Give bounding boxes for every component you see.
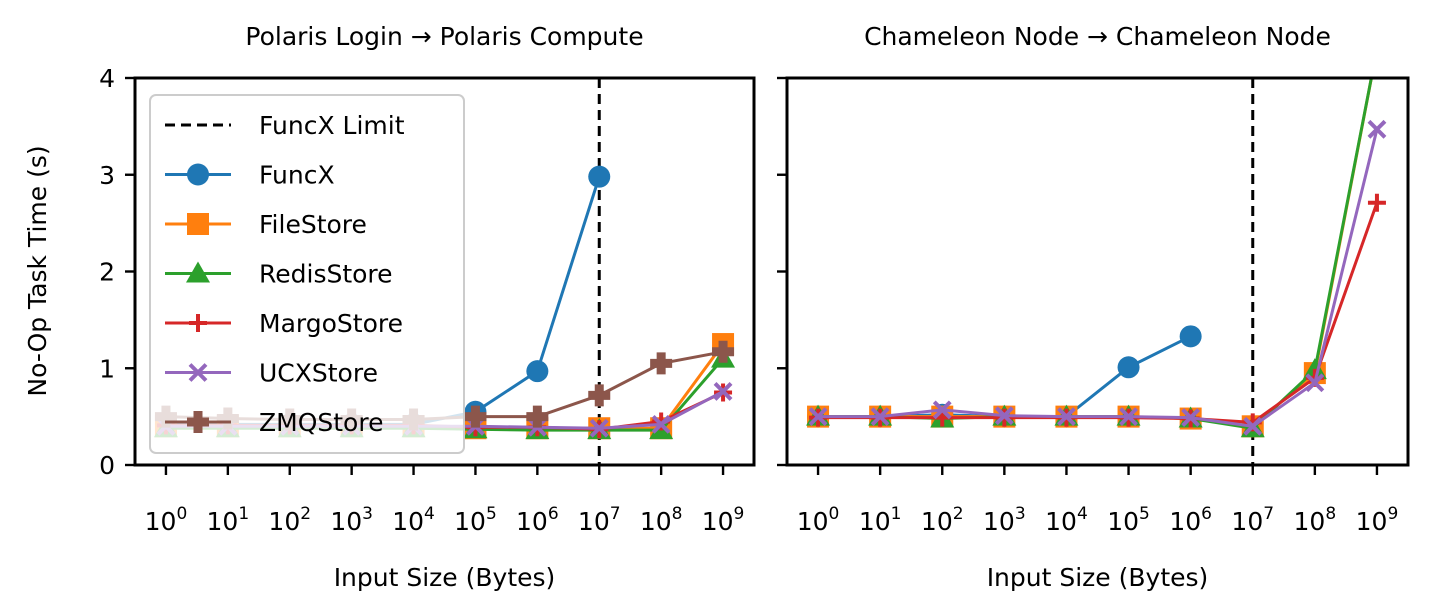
x-tick-label: 102 (921, 504, 964, 536)
x-tick-label: 105 (454, 504, 497, 536)
data-point (526, 405, 549, 428)
legend-marker (188, 363, 208, 382)
x-tick-label: 102 (268, 504, 311, 536)
data-point (1119, 407, 1138, 427)
legend-marker (187, 411, 209, 433)
data-point (1305, 373, 1325, 393)
data-point (1243, 416, 1263, 436)
legend: FuncX Limit FuncX FileStore RedisStore Margo… (149, 94, 465, 454)
data-point (1057, 407, 1076, 427)
data-point (1117, 356, 1140, 379)
series-group (806, 37, 1389, 438)
data-point (870, 407, 890, 427)
y-tick-label: 4 (99, 64, 115, 93)
x-tick-label: 100 (145, 504, 188, 536)
x-tick-label: 107 (1231, 504, 1274, 536)
legend-marker (187, 163, 209, 186)
y-axis-label: No-Op Task Time (s) (23, 145, 52, 396)
x-tick-label: 100 (797, 504, 840, 536)
legend-label: UCXStore (259, 359, 378, 388)
data-point (712, 340, 735, 363)
legend-label: FileStore (259, 210, 367, 239)
y-tick-label: 3 (99, 161, 115, 190)
legend-label: FuncX (259, 161, 335, 190)
data-point (1365, 37, 1389, 58)
x-tick-label: 101 (207, 504, 250, 536)
data-point (1181, 408, 1201, 428)
legend-marker (187, 213, 209, 235)
data-point (1367, 193, 1386, 212)
y-tick-label: 1 (99, 354, 115, 383)
data-point (994, 406, 1014, 426)
data-point (651, 414, 671, 434)
data-point (808, 407, 828, 427)
x-tick-label: 109 (1356, 504, 1399, 536)
data-point (464, 405, 487, 428)
x-tick-label: 103 (983, 504, 1026, 536)
x-tick-label: 107 (578, 504, 621, 536)
series-line (818, 128, 1379, 428)
data-point (588, 384, 611, 407)
x-axis-label: Input Size (Bytes) (987, 563, 1209, 592)
x-tick-label: 106 (1169, 504, 1212, 536)
x-tick-label: 104 (392, 504, 435, 536)
y-tick-label: 2 (99, 258, 115, 287)
panel-title: Polaris Login → Polaris Compute (245, 22, 643, 51)
y-tick-label: 0 (99, 451, 115, 480)
legend-box (149, 94, 465, 454)
data-point (713, 382, 733, 401)
legend-marker (189, 314, 207, 332)
data-point (588, 165, 611, 188)
x-tick-label: 109 (702, 504, 745, 536)
series-line (818, 78, 1373, 428)
legend-label: ZMQStore (259, 408, 383, 437)
panel-title: Chameleon Node → Chameleon Node (864, 22, 1331, 51)
data-point (1367, 119, 1387, 139)
x-tick-label: 106 (516, 504, 559, 536)
x-tick-label: 108 (1294, 504, 1337, 536)
plot-frame (785, 76, 1410, 467)
legend-label: FuncX Limit (259, 111, 405, 140)
x-tick-label: 108 (640, 504, 683, 536)
x-axis-label: Input Size (Bytes) (334, 563, 556, 592)
data-point (526, 360, 549, 383)
legend-label: MargoStore (259, 309, 403, 338)
legend-label: RedisStore (259, 260, 393, 289)
data-point (650, 352, 673, 375)
series-line (818, 78, 1373, 430)
x-tick-label: 101 (859, 504, 902, 536)
legend-marker (186, 261, 210, 283)
x-tick-label: 103 (330, 504, 373, 536)
plot-frame (133, 76, 756, 467)
panel-chameleon: Chameleon Node → Chameleon Node 100 101 102… (777, 22, 1410, 592)
data-point (1179, 325, 1202, 348)
data-point (932, 400, 952, 420)
series-line (818, 334, 1192, 419)
data-point (1366, 38, 1388, 60)
data-point (589, 418, 609, 438)
panel-polaris: Polaris Login → Polaris Compute 0 1 2 3 4 100 1… (99, 22, 756, 592)
x-tick-label: 105 (1107, 504, 1150, 536)
x-tick-label: 104 (1045, 504, 1088, 536)
